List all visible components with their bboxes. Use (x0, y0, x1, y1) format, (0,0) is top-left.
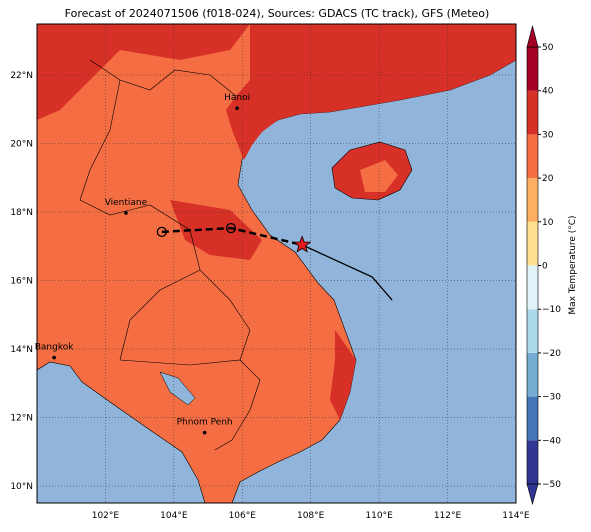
colorbar-tick-label: −40 (542, 436, 561, 446)
tonle-sap (159, 371, 196, 406)
forecast-track (301, 244, 393, 301)
past-track (161, 226, 303, 247)
cities: Hanoi Vientiane Bangkok Phnom Penh (35, 93, 250, 435)
lat-tick-label: 12°N (10, 414, 33, 424)
lat-tick-label: 18°N (10, 208, 33, 218)
lon-tick-label: 104°E (160, 511, 188, 521)
colorbar-segment (527, 221, 538, 266)
city-dot (235, 106, 239, 111)
map-area (37, 24, 516, 503)
lon-tick-label: 112°E (434, 511, 462, 521)
storm-position (292, 235, 312, 253)
lon-tick-label: 114°E (502, 511, 530, 521)
lat-tick-label: 20°N (10, 140, 33, 150)
lon-tick-label: 110°E (365, 511, 393, 521)
colorbar-tick-label: −50 (542, 480, 561, 490)
colorbar-segment (527, 134, 538, 179)
city-dot (124, 211, 128, 215)
colorbar-segment (527, 178, 538, 222)
colorbar-extend-top (526, 24, 539, 48)
lon-tick-label: 108°E (297, 511, 325, 521)
lat-tick-label: 10°N (10, 482, 33, 492)
colorbar-segment (527, 47, 538, 91)
colorbar-tick-label: −20 (542, 349, 561, 359)
lat-tick-label: 16°N (10, 277, 33, 287)
city-label: Phnom Penh (177, 418, 233, 428)
colorbar-segment (527, 309, 538, 353)
colorbar-tick-label: −10 (542, 305, 561, 315)
title: Forecast of 2024071506 (f018-024), Sourc… (65, 7, 490, 20)
map-frame (36, 23, 517, 504)
track-point (156, 226, 168, 238)
colorbar-tick-label: 30 (542, 130, 554, 140)
borders (79, 59, 261, 451)
land (37, 24, 516, 503)
hainan-inner (360, 160, 398, 192)
colorbar-segment (527, 352, 538, 397)
track-point (225, 222, 237, 234)
colorbar-extend-bottom (526, 483, 539, 506)
lat-tick-label: 22°N (10, 71, 33, 81)
lat-tick-label: 14°N (10, 345, 33, 355)
lon-tick-label: 106°E (229, 511, 257, 521)
colorbar-tick-label: 40 (542, 87, 554, 97)
city-dot (202, 430, 207, 435)
colorbar: 50 40 30 20 10 0 −10 −20 −30 −40 −50 (526, 24, 561, 506)
city-label: Bangkok (35, 343, 75, 353)
colorbar-tick-label: 50 (542, 43, 554, 53)
tc-track (156, 222, 393, 301)
colorbar-label: Max Temperature (°C) (568, 215, 578, 314)
colorbar-segment (527, 396, 538, 441)
lon-tick-label: 102°E (92, 511, 120, 521)
colorbar-segment (527, 440, 538, 484)
colorbar-segment (527, 90, 538, 135)
land-hot (37, 24, 516, 420)
city-label: Vientiane (105, 198, 148, 208)
colorbar-tick-label: −30 (542, 393, 561, 403)
city-label: Hanoi (224, 93, 250, 103)
colorbar-segment (527, 265, 538, 310)
colorbar-tick-label: 20 (542, 174, 554, 184)
graticule: 102°E 104°E 106°E 108°E 110°E 112°E 114°E 10°N 1… (10, 24, 530, 521)
city-dot (52, 355, 56, 360)
colorbar-tick-label: 10 (542, 218, 554, 228)
colorbar-tick-label: 0 (542, 262, 548, 272)
